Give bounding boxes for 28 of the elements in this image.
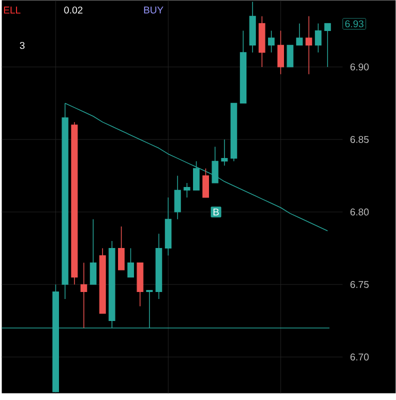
candlestick: [306, 16, 312, 75]
candlestick: [324, 23, 331, 68]
candlestick: [90, 218, 97, 285]
candlestick: [286, 44, 294, 68]
candlestick: [278, 30, 284, 75]
y-tick-label: 6.75: [350, 281, 369, 288]
text: 3: [20, 42, 25, 49]
annotation: BUY: [144, 6, 164, 14]
text: ELL: [4, 6, 21, 14]
candlestick: [193, 160, 200, 191]
annotation: B: [214, 208, 219, 216]
annotation: 0.02: [64, 6, 83, 14]
y-tick-label: 6.80: [350, 208, 369, 216]
candlestick: [128, 248, 134, 278]
candlestick: [80, 262, 88, 328]
y-tick-label: 6.90: [350, 63, 369, 70]
candlestick: [315, 23, 322, 53]
text: 6.93: [345, 20, 364, 28]
y-tick-label: 6.70: [350, 354, 369, 360]
candlestick: [221, 139, 228, 166]
candlestick: [202, 168, 210, 198]
candlestick: [118, 226, 125, 270]
candlestick: [296, 23, 303, 46]
candlestick: [212, 146, 218, 184]
candlestick: [184, 182, 190, 198]
candlestick: [268, 30, 275, 53]
candlestick: [174, 175, 181, 220]
y-tick-label: 6.85: [350, 136, 369, 143]
